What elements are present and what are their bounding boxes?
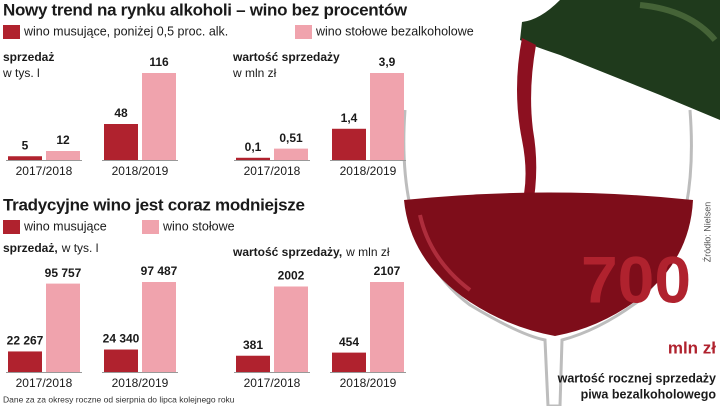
x-tick-label: 2017/2018 (16, 376, 73, 390)
bar (370, 73, 404, 160)
bar (104, 124, 138, 160)
bar (142, 73, 176, 160)
chart-subtitle: w mln zł (345, 245, 390, 259)
legend-swatch (3, 220, 20, 234)
bar (274, 148, 308, 160)
legend-label: wino stołowe bezalkoholowe (315, 24, 474, 38)
bar (236, 157, 270, 160)
source: Źródło: Nielsen (702, 202, 712, 263)
value-label: 381 (243, 338, 263, 352)
beer-unit: mln zł (668, 338, 716, 357)
bottle (520, 0, 720, 120)
value-label: 5 (22, 138, 29, 152)
bar (332, 128, 366, 160)
x-tick-label: 2017/2018 (244, 376, 301, 390)
bar (370, 282, 404, 372)
value-label: 0,1 (245, 140, 262, 154)
legend-swatch (295, 25, 312, 39)
chart-title: wartość sprzedaży, (232, 245, 342, 259)
glass-shine (418, 214, 472, 292)
legend-label: wino musujące, poniżej 0,5 proc. alk. (23, 24, 228, 38)
value-label: 22 267 (7, 334, 44, 348)
chart-subtitle: w mln zł (232, 66, 277, 80)
bar (104, 349, 138, 372)
bar (274, 286, 308, 372)
bar (236, 355, 270, 372)
chart-title: wartość sprzedaży (232, 50, 340, 64)
bar (46, 151, 80, 160)
chart-subtitle: w tys. l (61, 241, 99, 255)
beer-caption: piwa bezalkoholowego (581, 387, 717, 401)
value-label: 1,4 (341, 111, 358, 125)
bar (8, 156, 42, 160)
legend-swatch (142, 220, 159, 234)
beer-caption: wartość rocznej sprzedaży (557, 371, 716, 385)
x-tick-label: 2018/2019 (340, 164, 397, 178)
value-label: 2002 (278, 269, 305, 283)
value-label: 48 (114, 106, 128, 120)
x-tick-label: 2018/2019 (340, 376, 397, 390)
value-label: 95 757 (45, 266, 82, 280)
value-label: 3,9 (379, 55, 396, 69)
bottle-shine (639, 2, 718, 42)
legend-swatch (3, 25, 20, 39)
value-label: 2107 (374, 264, 401, 278)
headline: Tradycyjne wino jest coraz modniejsze (3, 195, 305, 214)
chart-title: sprzedaż (3, 50, 54, 64)
x-tick-label: 2018/2019 (112, 376, 169, 390)
x-tick-label: 2017/2018 (16, 164, 73, 178)
footnote: Dane za za okresy roczne od sierpnia do … (3, 394, 235, 404)
value-label: 24 340 (103, 332, 140, 346)
wine-stream (517, 38, 537, 210)
bar (142, 282, 176, 372)
value-label: 116 (149, 55, 169, 69)
bar (8, 351, 42, 372)
wine-in-glass (404, 192, 693, 336)
value-label: 454 (339, 335, 359, 349)
value-label: 97 487 (141, 264, 178, 278)
x-tick-label: 2017/2018 (244, 164, 301, 178)
legend-label: wino stołowe (162, 219, 235, 233)
bar (332, 352, 366, 372)
value-label: 12 (56, 133, 70, 147)
value-label: 0,51 (279, 131, 303, 145)
headline: Nowy trend na rynku alkoholi – wino bez … (3, 0, 408, 19)
legend-label: wino musujące (23, 219, 107, 233)
bar (46, 283, 80, 372)
beer-value: 700 (581, 242, 691, 316)
chart-subtitle: w tys. l (2, 66, 40, 80)
x-tick-label: 2018/2019 (112, 164, 169, 178)
chart-title: sprzedaż, (3, 241, 58, 255)
wine-illustration (402, 0, 720, 406)
